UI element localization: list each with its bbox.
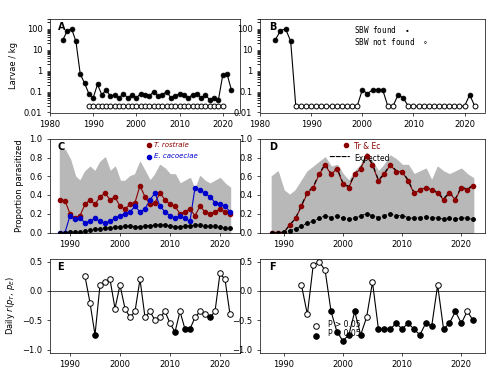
Y-axis label: Daily $r$($p_T$, $p_E$): Daily $r$($p_T$, $p_E$) <box>4 276 16 335</box>
Y-axis label: Proportion parasitized: Proportion parasitized <box>14 139 24 232</box>
Text: SBW found  $\bullet$: SBW found $\bullet$ <box>354 24 410 35</box>
Text: E: E <box>58 262 64 272</box>
Text: P > 0.05: P > 0.05 <box>328 320 360 329</box>
Text: E. cacoeciae: E. cacoeciae <box>154 153 198 159</box>
Y-axis label: Larvae / kg: Larvae / kg <box>10 42 18 89</box>
Text: Expected: Expected <box>354 154 390 163</box>
Text: C: C <box>58 142 65 152</box>
Text: B: B <box>269 21 276 32</box>
Text: SBW not found  $\circ$: SBW not found $\circ$ <box>354 36 429 46</box>
Text: F: F <box>269 262 276 272</box>
Text: P < 0.05: P < 0.05 <box>328 329 360 338</box>
Text: D: D <box>269 142 277 152</box>
Text: T. rostrale: T. rostrale <box>154 142 189 148</box>
Text: Tr & Ec: Tr & Ec <box>354 142 381 150</box>
Text: A: A <box>58 21 65 32</box>
